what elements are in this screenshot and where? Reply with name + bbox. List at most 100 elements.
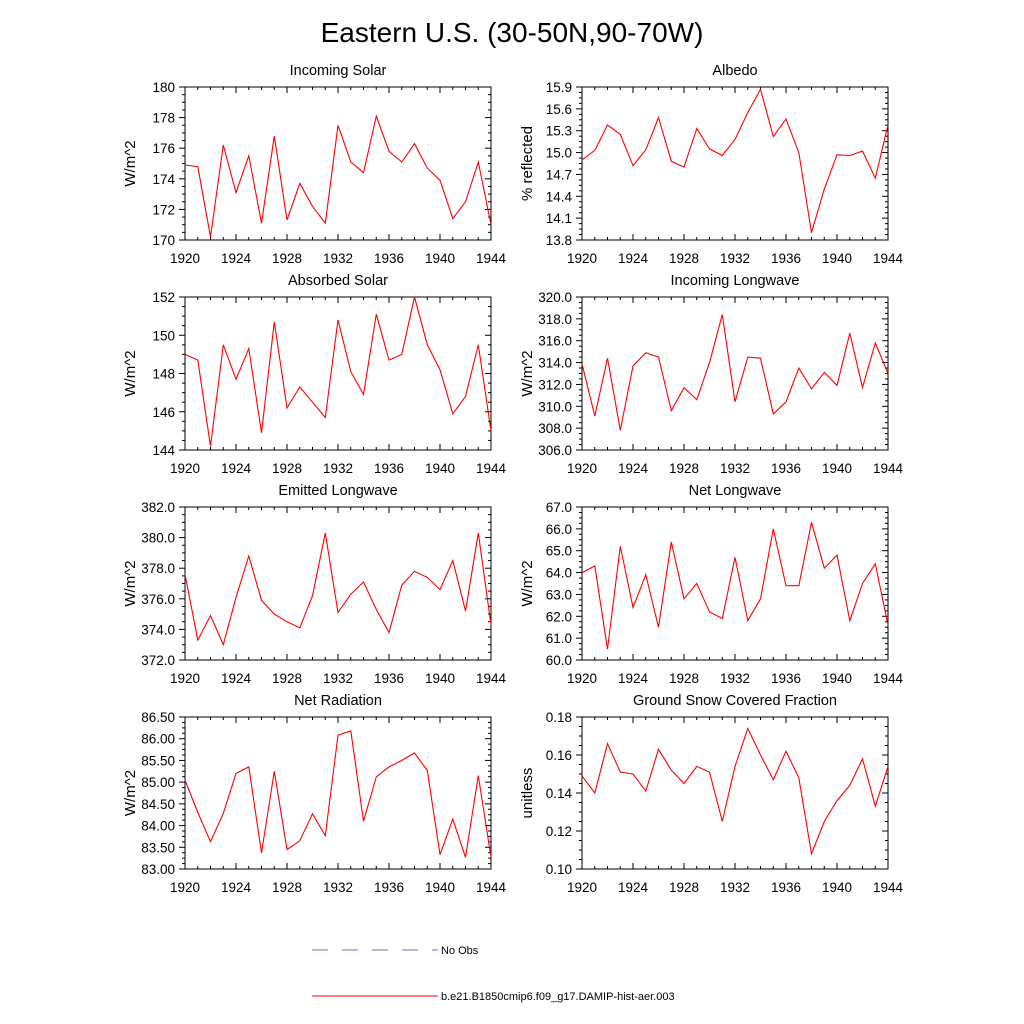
panel-title: Albedo bbox=[712, 63, 757, 79]
legend-label-1: b.e21.B1850cmip6.f09_g17.DAMIP-hist-aer.… bbox=[441, 991, 675, 1003]
y-tick-label: 0.18 bbox=[546, 710, 572, 725]
y-tick-label: 314.0 bbox=[538, 356, 572, 371]
y-tick-label: 84.00 bbox=[141, 819, 175, 834]
x-tick-label: 1924 bbox=[618, 671, 649, 686]
plot-frame bbox=[581, 86, 889, 241]
x-tick-label: 1920 bbox=[567, 880, 597, 895]
y-tick-label: 83.50 bbox=[141, 840, 175, 855]
y-tick-label: 15.9 bbox=[546, 80, 572, 95]
x-tick-label: 1944 bbox=[873, 461, 904, 476]
x-tick-label: 1944 bbox=[476, 461, 507, 476]
y-tick-label: 15.6 bbox=[546, 102, 572, 117]
panel-title: Emitted Longwave bbox=[278, 483, 397, 499]
x-tick-label: 1920 bbox=[567, 461, 597, 476]
x-tick-label: 1928 bbox=[669, 671, 699, 686]
y-tick-label: 146 bbox=[152, 405, 175, 420]
y-tick-label: 61.0 bbox=[546, 631, 572, 646]
y-tick-label: 85.00 bbox=[141, 775, 175, 790]
panel-title: Ground Snow Covered Fraction bbox=[633, 693, 837, 709]
plot-frame bbox=[581, 716, 889, 870]
y-axis-label: W/m^2 bbox=[122, 560, 139, 606]
x-tick-label: 1928 bbox=[272, 251, 302, 266]
x-tick-label: 1920 bbox=[567, 671, 597, 686]
panel-2: Absorbed Solar W/m^2 1920 1924 1928 1932 1936 1… bbox=[122, 273, 507, 476]
x-tick-label: 1940 bbox=[425, 251, 455, 266]
y-tick-label: 0.10 bbox=[546, 862, 572, 877]
series-line bbox=[581, 522, 889, 650]
y-tick-label: 170 bbox=[152, 233, 175, 248]
y-tick-label: 378.0 bbox=[141, 561, 175, 576]
x-tick-label: 1936 bbox=[374, 880, 404, 895]
panel-title: Incoming Solar bbox=[290, 63, 387, 79]
plot-frame bbox=[184, 716, 492, 870]
y-axis-label: W/m^2 bbox=[122, 350, 139, 396]
x-tick-label: 1940 bbox=[822, 251, 852, 266]
x-tick-label: 1944 bbox=[873, 880, 904, 895]
y-tick-label: 14.1 bbox=[546, 211, 572, 226]
x-tick-label: 1944 bbox=[873, 671, 904, 686]
y-tick-label: 152 bbox=[152, 290, 175, 305]
x-tick-label: 1924 bbox=[221, 461, 252, 476]
y-axis-label: W/m^2 bbox=[519, 560, 536, 606]
y-tick-label: 308.0 bbox=[538, 421, 572, 436]
figure-title: Eastern U.S. (30-50N,90-70W) bbox=[321, 17, 704, 48]
y-tick-label: 150 bbox=[152, 328, 175, 343]
x-tick-label: 1928 bbox=[669, 880, 699, 895]
y-tick-label: 148 bbox=[152, 367, 175, 382]
y-tick-label: 320.0 bbox=[538, 290, 572, 305]
y-tick-label: 144 bbox=[152, 443, 175, 458]
legend-label-0: No Obs bbox=[441, 945, 479, 957]
x-tick-label: 1920 bbox=[567, 251, 597, 266]
x-tick-label: 1924 bbox=[618, 880, 649, 895]
y-tick-label: 14.4 bbox=[546, 189, 573, 204]
y-tick-label: 83.00 bbox=[141, 862, 175, 877]
panel-title: Net Radiation bbox=[294, 693, 382, 709]
series-line bbox=[184, 296, 492, 447]
y-tick-label: 380.0 bbox=[141, 531, 175, 546]
x-tick-label: 1944 bbox=[476, 880, 507, 895]
series-line bbox=[184, 532, 492, 647]
y-tick-label: 86.00 bbox=[141, 732, 175, 747]
y-tick-label: 66.0 bbox=[546, 522, 572, 537]
x-tick-label: 1924 bbox=[618, 461, 649, 476]
y-tick-label: 60.0 bbox=[546, 653, 572, 668]
x-tick-label: 1924 bbox=[221, 251, 252, 266]
plot-frame bbox=[581, 296, 889, 451]
plot-frame bbox=[184, 86, 492, 241]
panel-title: Absorbed Solar bbox=[288, 273, 388, 289]
panel-7: Ground Snow Covered Fraction unitless 1920… bbox=[519, 693, 904, 895]
y-tick-label: 310.0 bbox=[538, 399, 572, 414]
y-tick-label: 15.3 bbox=[546, 124, 572, 139]
y-tick-label: 0.14 bbox=[546, 786, 573, 801]
panel-5: Net Longwave W/m^2 1920 1924 1928 1932 1936 194… bbox=[519, 483, 904, 686]
series-line bbox=[184, 730, 492, 858]
x-tick-label: 1924 bbox=[221, 671, 252, 686]
x-tick-label: 1932 bbox=[720, 251, 750, 266]
panels: Incoming Solar W/m^2 1920 1924 1928 1932 1936 1… bbox=[122, 63, 904, 895]
y-axis-label: W/m^2 bbox=[122, 140, 139, 186]
x-tick-label: 1940 bbox=[425, 461, 455, 476]
panel-title: Net Longwave bbox=[689, 483, 782, 499]
x-tick-label: 1928 bbox=[669, 461, 699, 476]
y-axis-label: unitless bbox=[519, 768, 536, 819]
y-tick-label: 180 bbox=[152, 80, 175, 95]
y-tick-label: 67.0 bbox=[546, 500, 572, 515]
x-tick-label: 1936 bbox=[771, 880, 801, 895]
y-tick-label: 0.12 bbox=[546, 824, 572, 839]
x-tick-label: 1932 bbox=[323, 251, 353, 266]
y-axis-label: W/m^2 bbox=[122, 770, 139, 816]
series-line bbox=[581, 87, 889, 233]
y-tick-label: 172 bbox=[152, 202, 175, 217]
y-tick-label: 312.0 bbox=[538, 377, 572, 392]
x-tick-label: 1920 bbox=[170, 461, 200, 476]
x-tick-label: 1932 bbox=[323, 880, 353, 895]
x-tick-label: 1920 bbox=[170, 251, 200, 266]
series-line bbox=[184, 114, 492, 237]
x-tick-label: 1936 bbox=[771, 671, 801, 686]
x-tick-label: 1920 bbox=[170, 671, 200, 686]
x-tick-label: 1928 bbox=[272, 461, 302, 476]
x-tick-label: 1920 bbox=[170, 880, 200, 895]
x-tick-label: 1928 bbox=[669, 251, 699, 266]
y-tick-label: 65.0 bbox=[546, 544, 572, 559]
x-tick-label: 1944 bbox=[476, 671, 507, 686]
